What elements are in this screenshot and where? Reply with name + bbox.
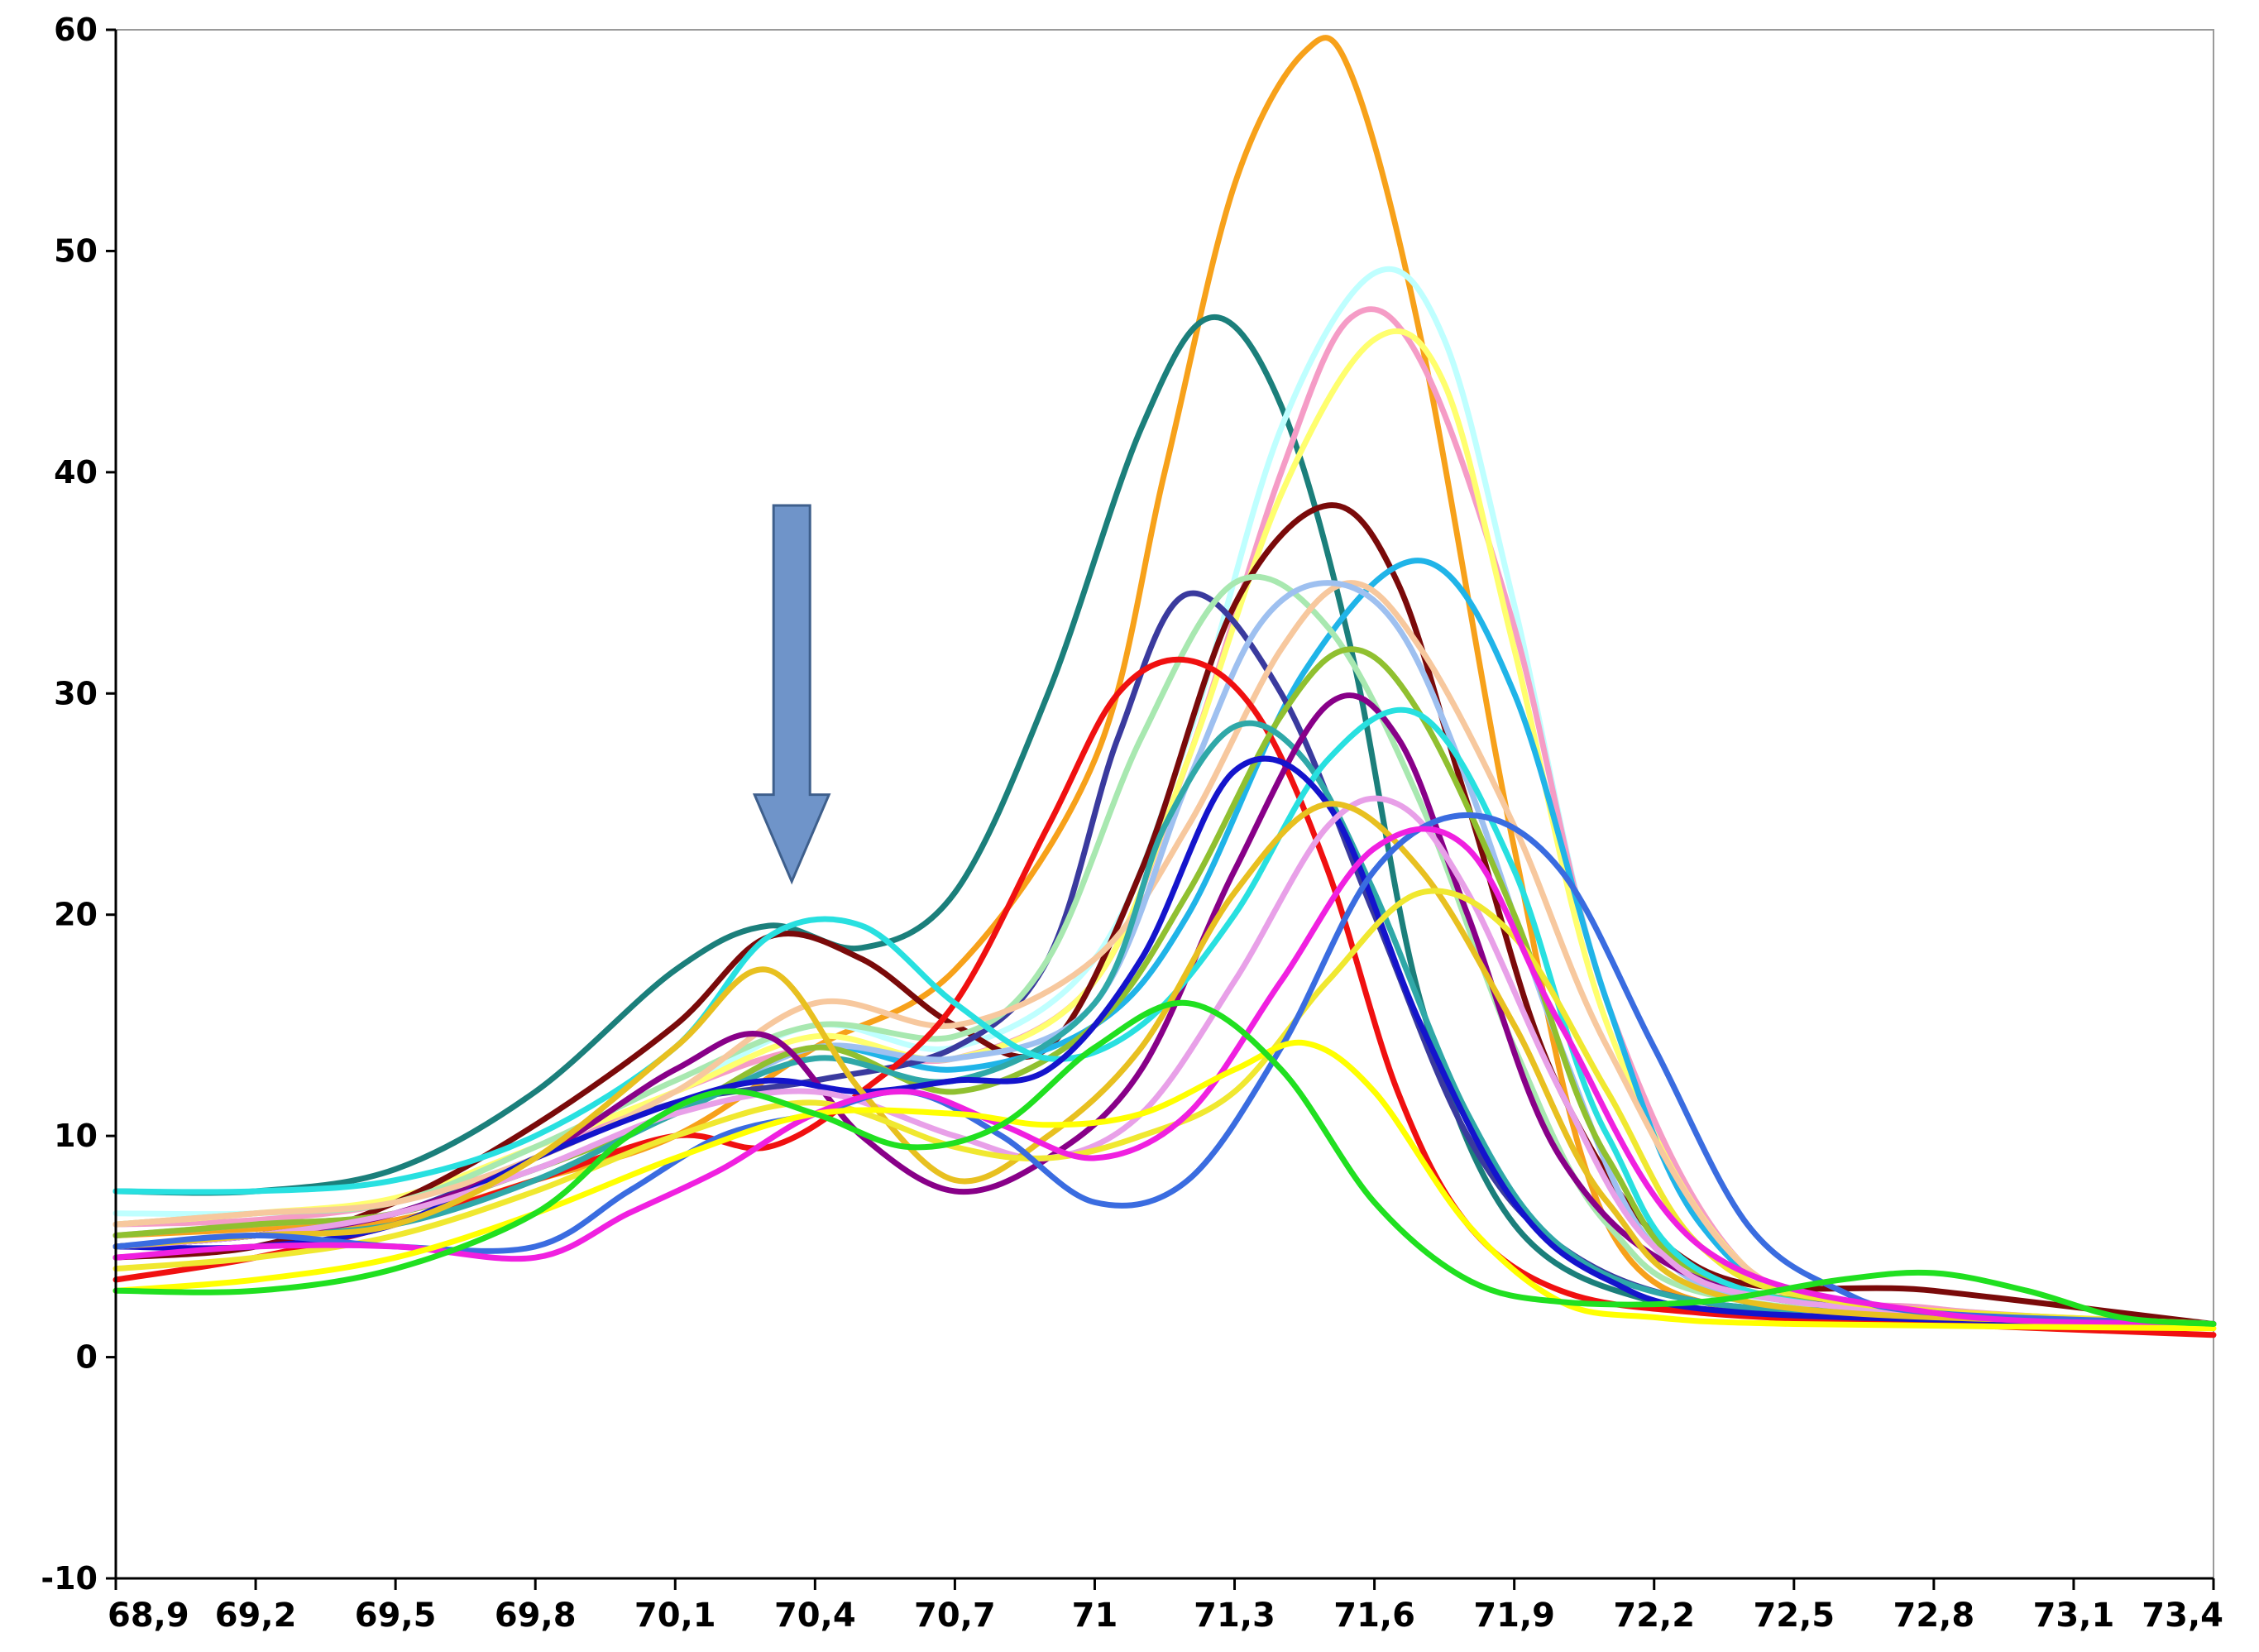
y-tick-label: 60	[54, 12, 98, 48]
series-line-17	[112, 755, 2217, 1327]
series-line-2	[112, 314, 2217, 1327]
down-arrow-annotation	[752, 504, 831, 885]
y-tick-label: 10	[54, 1118, 98, 1154]
x-tick-label: 71	[1072, 1597, 1118, 1635]
series-line-23	[112, 1039, 2217, 1332]
y-tick-label: 50	[54, 232, 98, 269]
x-tick-label: 70,7	[914, 1597, 996, 1635]
series-line-24	[112, 999, 2217, 1327]
series-line-6	[112, 502, 2217, 1327]
series-line-21	[112, 812, 2217, 1327]
x-tick-label: 72,8	[1893, 1597, 1975, 1635]
x-tick-label: 69,8	[495, 1597, 577, 1635]
x-tick-label: 72,2	[1613, 1597, 1695, 1635]
y-tick-label: 20	[54, 897, 98, 933]
x-tick-label: 73,4	[2142, 1597, 2223, 1635]
x-tick-label: 69,2	[215, 1597, 297, 1635]
series-layer	[112, 35, 2217, 1338]
series-line-22	[112, 826, 2217, 1327]
y-tick-label: 0	[76, 1339, 98, 1376]
axis-layer: -10 0 10 20 30 40 50 60 68,9 69,2 69,5 69,8 70,1 70,4…	[41, 12, 2223, 1635]
y-tick-label: -10	[41, 1560, 98, 1597]
x-tick-label: 68,9	[108, 1597, 189, 1635]
series-line-9	[112, 573, 2217, 1327]
annotation-layer	[752, 504, 831, 885]
x-tick-label: 71,6	[1333, 1597, 1415, 1635]
y-tick-label: 40	[54, 454, 98, 491]
x-tick-label: 73,1	[2033, 1597, 2115, 1635]
x-tick-label: 72,5	[1753, 1597, 1835, 1635]
series-line-16	[112, 706, 2217, 1327]
x-tick-label: 70,1	[634, 1597, 716, 1635]
x-tick-label: 70,4	[774, 1597, 856, 1635]
y-tick-label: 30	[54, 675, 98, 711]
x-tick-label: 71,3	[1194, 1597, 1275, 1635]
x-tick-label: 71,9	[1473, 1597, 1555, 1635]
x-tick-label: 69,5	[355, 1597, 437, 1635]
series-line-14	[112, 720, 2217, 1327]
series-line-19	[112, 801, 2217, 1327]
